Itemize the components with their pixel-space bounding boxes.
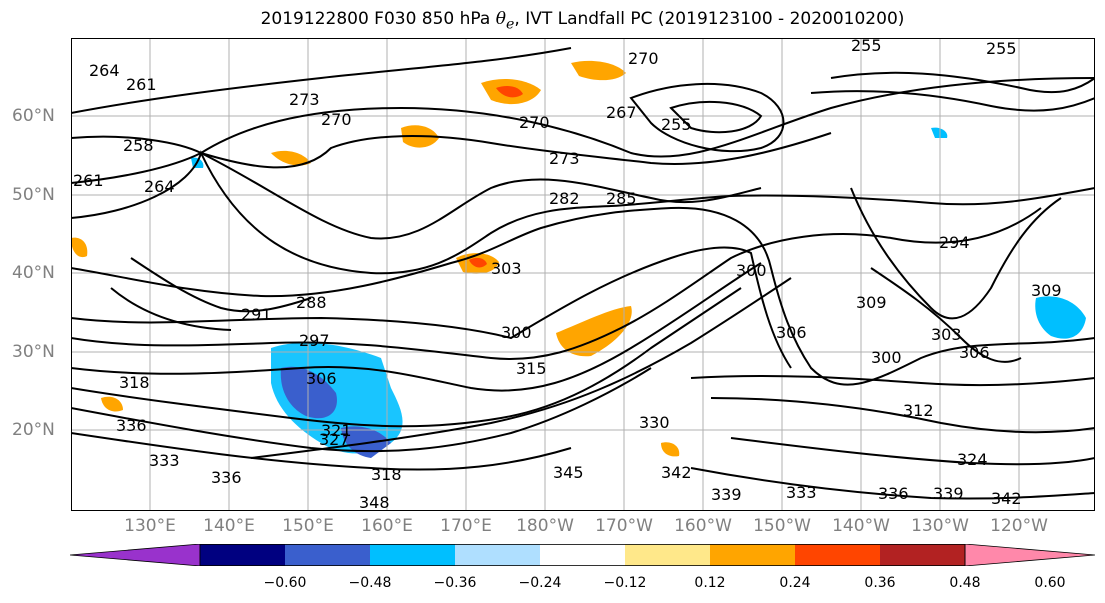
colorbar-segment [540,544,626,566]
lon-label: 160°W [674,516,732,536]
colorbar-tick-label: −0.36 [433,575,477,591]
contour-label: 324 [957,450,988,469]
contour-label: 303 [931,325,962,344]
contour-label: 282 [549,189,580,208]
contour-label: 315 [516,359,547,378]
contour-label: 327 [319,430,350,449]
contour-label: 336 [211,468,242,487]
contour-label: 318 [371,465,402,484]
colorbar-tick-label: −0.12 [603,575,647,591]
colorbar-tick-label: −0.60 [263,575,307,591]
contour-label: 255 [986,39,1017,58]
contour-label: 273 [549,149,580,168]
contour-label: 321 [321,421,352,440]
contour-label: 303 [491,259,522,278]
contour-label: 288 [296,293,327,312]
contour-label: 267 [606,103,637,122]
contour-label: 339 [711,485,742,504]
contour-label: 300 [501,323,532,342]
contour-label: 345 [553,463,584,482]
contour-label: 336 [878,484,909,503]
contour-label: 348 [359,493,390,511]
contour-label: 306 [776,323,807,342]
colorbar-extend-high [964,544,1095,566]
contour-label: 297 [299,331,330,350]
contour-label: 291 [241,305,272,324]
anomaly-shading [71,60,1086,458]
contour-label: 309 [856,293,887,312]
lon-label: 140°W [832,516,890,536]
contour-label: 264 [89,61,120,80]
contour-label: 255 [661,115,692,134]
contour-label: 309 [1031,281,1062,300]
lat-label: 40°N [12,263,55,283]
colorbar-tick-label: 0.36 [864,575,896,591]
contour-label: 261 [126,75,157,94]
lat-label: 60°N [12,106,55,126]
colorbar-outline [199,544,966,566]
contour-label: 300 [736,261,767,280]
contour-label: 333 [149,451,180,470]
lat-label: 50°N [12,185,55,205]
lon-label: 180°W [516,516,574,536]
lon-label: 170°W [595,516,653,536]
contour-label: 306 [306,369,337,388]
lon-label: 150°W [753,516,811,536]
colorbar-segment [370,544,456,566]
colorbar-segment [710,544,796,566]
colorbar-segment [795,544,881,566]
colorbar [70,544,1095,566]
lon-label: 120°W [990,516,1048,536]
contour-labels: 264 261 273 270 270 267 255 273 282 285 … [73,38,1062,511]
colorbar-tick-label: 0.12 [694,575,726,591]
colorbar-segment [285,544,371,566]
lon-label: 170°E [440,516,492,536]
lat-label: 30°N [12,342,55,362]
colorbar-segment [880,544,966,566]
lon-label: 130°W [911,516,969,536]
contour-label: 333 [786,483,817,502]
colorbar-tick-label: 0.48 [949,575,981,591]
contour-label: 270 [321,110,352,129]
contour-label: 294 [939,233,970,252]
lon-label: 150°E [282,516,334,536]
map-title: 2019122800 F030 850 hPa θe, IVT Landfall… [260,9,905,33]
lat-label: 20°N [12,420,55,440]
contour-label: 261 [73,171,104,190]
colorbar-tick-label: −0.48 [348,575,392,591]
map-panel: 264 261 273 270 270 267 255 273 282 285 … [71,38,1095,511]
contour-label: 342 [661,463,692,482]
colorbar-segment [625,544,711,566]
contour-label: 339 [933,484,964,503]
contour-label: 318 [119,373,150,392]
contour-label: 300 [871,348,902,367]
colorbar-tick-label: 0.24 [779,575,811,591]
contour-label: 255 [851,38,882,55]
contour-label: 312 [903,401,934,420]
lon-label: 140°E [203,516,255,536]
contour-label: 258 [123,136,154,155]
lon-label: 130°E [124,516,176,536]
contour-label: 306 [959,343,990,362]
lon-label: 160°E [361,516,413,536]
contour-label: 285 [606,189,637,208]
contour-label: 264 [144,177,175,196]
contour-label: 336 [116,416,147,435]
colorbar-extend-low [70,544,201,566]
contour-label: 273 [289,90,320,109]
colorbar-segment [455,544,541,566]
contour-label: 270 [628,49,659,68]
contour-label: 342 [991,489,1022,508]
theta-e-contours [71,47,1095,500]
lat-lon-grid [71,38,1095,511]
colorbar-tick-label: 0.60 [1034,575,1066,591]
contour-label: 330 [639,413,670,432]
colorbar-segment [200,544,286,566]
contour-label: 270 [519,113,550,132]
colorbar-tick-label: −0.24 [518,575,562,591]
